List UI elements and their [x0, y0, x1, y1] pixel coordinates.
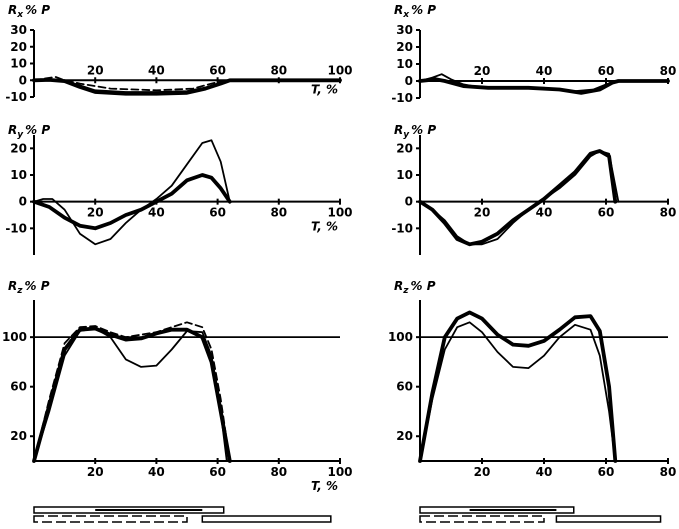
y-tick-label: 0: [405, 195, 413, 209]
series-solid-thick-line: [418, 149, 618, 247]
y-tick-label: 100: [2, 330, 27, 344]
y-axis-label: Rz% P: [8, 279, 50, 296]
x-tick-label: 20: [87, 465, 104, 479]
y-tick-label: 60: [396, 380, 413, 394]
y-tick-label: 20: [10, 141, 27, 155]
swing-bar-lower: [33, 515, 188, 523]
x-tick-label: 80: [660, 465, 677, 479]
series-solid-thin-line: [33, 327, 228, 462]
x-tick-label: 40: [148, 206, 165, 220]
series-solid-thin-line: [33, 139, 231, 246]
series-solid-thin-line: [419, 321, 617, 462]
x-tick-label: 100: [327, 206, 352, 220]
series-dashed-line: [33, 76, 341, 92]
x-tick-label: 60: [209, 206, 226, 220]
stance-fill: [95, 509, 203, 511]
x-tick-label: 60: [209, 465, 226, 479]
chart-bottom-right: Rz% P 100 60 20 20 40 60 80: [388, 279, 676, 479]
x-tick-label: 100: [327, 63, 352, 77]
x-axis-label: T, %: [311, 82, 338, 96]
y-tick-label: 10: [396, 168, 413, 182]
x-axis-label: T, %: [311, 220, 338, 234]
y-tick-label: 0: [19, 195, 27, 209]
stance-bar-lower: [555, 515, 662, 523]
x-tick-label: 20: [87, 63, 104, 77]
x-tick-label: 80: [270, 465, 287, 479]
x-axis-label: T, %: [311, 479, 338, 493]
gait-phase-bar-left: [33, 506, 332, 523]
x-tick-label: 60: [598, 465, 615, 479]
x-tick-label: 20: [474, 64, 491, 78]
y-tick-label: 10: [10, 57, 27, 71]
x-tick-label: 40: [536, 465, 553, 479]
x-tick-label: 60: [209, 63, 226, 77]
y-tick-label: -10: [391, 221, 413, 235]
y-tick-label: 10: [396, 57, 413, 71]
y-axis-label: Ry% P: [394, 123, 436, 140]
x-tick-label: 60: [598, 206, 615, 220]
stance-bar-lower: [201, 515, 332, 523]
series-dashed-line: [33, 321, 231, 462]
y-axis-label: Rx% P: [394, 3, 436, 20]
y-tick-label: 20: [396, 429, 413, 443]
series-solid-thick-line: [32, 326, 232, 463]
series-solid-thick-line: [32, 78, 342, 96]
y-tick-label: 0: [19, 73, 27, 87]
y-tick-label: 30: [396, 23, 413, 37]
y-tick-label: 20: [396, 141, 413, 155]
series-solid-thick-line: [32, 173, 232, 231]
y-tick-label: 20: [10, 429, 27, 443]
y-tick-label: 30: [10, 23, 27, 37]
series-solid-thick-line: [418, 310, 618, 463]
y-tick-label: -10: [5, 221, 27, 235]
gait-phase-bar-right: [419, 506, 662, 523]
x-tick-label: 40: [536, 64, 553, 78]
y-axis-label: Rx% P: [8, 3, 50, 20]
x-tick-label: 40: [148, 63, 165, 77]
x-tick-label: 20: [474, 206, 491, 220]
series-solid-thick-line: [418, 77, 670, 95]
y-tick-label: -10: [5, 90, 27, 104]
x-tick-label: 100: [327, 465, 352, 479]
y-tick-label: -10: [391, 91, 413, 105]
x-tick-label: 80: [660, 64, 677, 78]
x-tick-label: 40: [536, 206, 553, 220]
y-tick-label: 100: [388, 330, 413, 344]
x-tick-label: 40: [148, 465, 165, 479]
y-tick-label: 20: [10, 40, 27, 54]
swing-bar-lower: [419, 515, 545, 523]
y-axis-label: Ry% P: [8, 123, 50, 140]
x-tick-label: 80: [270, 206, 287, 220]
x-tick-label: 80: [270, 63, 287, 77]
y-tick-label: 20: [396, 40, 413, 54]
y-tick-label: 60: [10, 380, 27, 394]
y-axis-label: Rz% P: [394, 279, 436, 296]
x-tick-label: 60: [598, 64, 615, 78]
x-tick-label: 80: [660, 206, 677, 220]
stance-fill: [469, 509, 557, 511]
y-tick-label: 10: [10, 168, 27, 182]
chart-top-right: Rx% P 30 20 10 0 -10 20 40 60 80: [391, 3, 676, 105]
y-tick-label: 0: [405, 74, 413, 88]
x-tick-label: 20: [474, 465, 491, 479]
x-tick-label: 20: [87, 206, 104, 220]
